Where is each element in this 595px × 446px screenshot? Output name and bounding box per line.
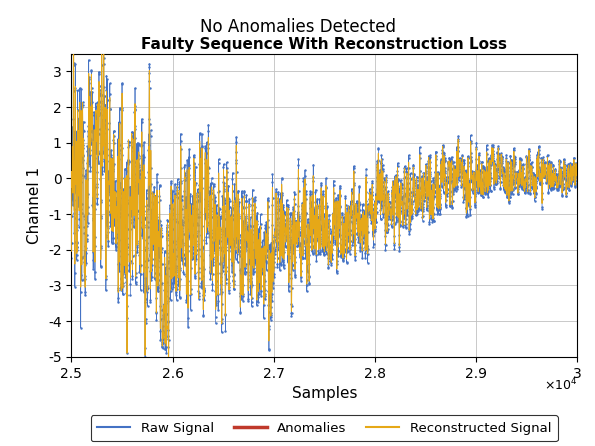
- X-axis label: Samples: Samples: [292, 386, 357, 401]
- Y-axis label: Channel 1: Channel 1: [27, 167, 42, 244]
- Legend: Raw Signal, Anomalies, Reconstructed Signal: Raw Signal, Anomalies, Reconstructed Sig…: [90, 415, 558, 441]
- Text: $\times10^4$: $\times10^4$: [544, 376, 577, 393]
- Text: No Anomalies Detected: No Anomalies Detected: [199, 18, 396, 36]
- Title: Faulty Sequence With Reconstruction Loss: Faulty Sequence With Reconstruction Loss: [141, 37, 508, 52]
